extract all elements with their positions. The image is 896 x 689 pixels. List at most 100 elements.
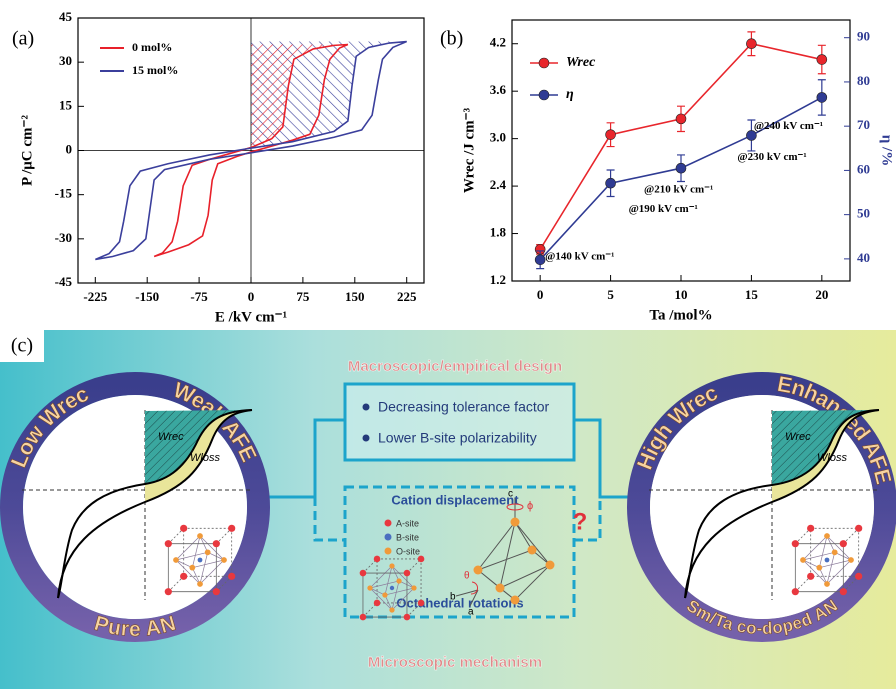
a-site xyxy=(228,572,236,580)
o-site xyxy=(848,557,854,563)
o-site xyxy=(367,585,373,591)
micro-heading: Octahedral rotations xyxy=(396,595,523,610)
octa-edge xyxy=(391,580,400,611)
o-site xyxy=(495,583,505,593)
point xyxy=(605,129,616,140)
panel-label: (b) xyxy=(440,28,463,50)
y-tick-label: 4.2 xyxy=(490,35,506,50)
connector-out xyxy=(574,418,636,499)
octa-edge xyxy=(199,559,225,585)
octa-edge xyxy=(826,552,836,585)
o-site xyxy=(816,564,823,571)
a-site xyxy=(373,599,381,607)
series-line xyxy=(539,42,823,250)
o-site xyxy=(545,560,555,570)
y-tick-label: 3.0 xyxy=(490,130,506,145)
y-tick-label: 1.2 xyxy=(490,272,506,287)
o-site xyxy=(197,533,203,539)
point xyxy=(675,162,687,174)
panel-label-box xyxy=(0,330,44,362)
a-site xyxy=(855,524,863,532)
legend-label: 15 mol% xyxy=(132,63,178,77)
o-site xyxy=(221,557,227,563)
x-tick-label: 150 xyxy=(345,289,365,304)
a-site xyxy=(807,524,815,532)
o-site xyxy=(510,595,520,605)
theta-rotation xyxy=(470,581,478,595)
octa-edge xyxy=(207,552,225,561)
o-site xyxy=(389,563,395,569)
macro-item: Decreasing tolerance factor xyxy=(378,399,550,415)
y2-tick-label: 70 xyxy=(857,117,870,132)
hysteresis-curve xyxy=(684,409,880,599)
annotation: @210 kV cm⁻¹ xyxy=(644,184,713,196)
a-site xyxy=(417,599,425,607)
o-site xyxy=(824,533,830,539)
octa-edge xyxy=(826,535,852,561)
octa-edge xyxy=(192,567,201,585)
y2-tick-label: 90 xyxy=(857,29,870,44)
ring xyxy=(627,372,896,642)
o-site xyxy=(382,592,388,598)
x-tick-label: 5 xyxy=(607,287,614,302)
y-axis-label: P /μC cm⁻² xyxy=(19,115,35,186)
a-site xyxy=(373,555,381,563)
o-site xyxy=(411,585,417,591)
octa-edge xyxy=(199,535,225,561)
o-site xyxy=(173,557,179,563)
x-tick-label: 0 xyxy=(248,289,255,304)
crystal-edge xyxy=(406,558,422,574)
octa-edge xyxy=(802,551,835,561)
octa-edge xyxy=(819,567,828,585)
octa-edge xyxy=(199,535,208,553)
y-tick-label: 45 xyxy=(59,9,73,24)
bullet xyxy=(362,434,370,442)
site-dot xyxy=(384,533,392,541)
x-axis-label: Ta /mol% xyxy=(649,307,712,323)
a-site xyxy=(212,588,220,596)
w-loss-label: Wloss xyxy=(190,452,220,464)
octa-edge xyxy=(391,565,400,582)
macro-box xyxy=(343,382,576,462)
crystal xyxy=(791,524,863,596)
octa-edge xyxy=(369,580,400,589)
y-tick-label: -45 xyxy=(55,274,73,289)
a-site xyxy=(180,524,188,532)
o-site xyxy=(389,607,395,613)
annotation: @190 kV cm⁻¹ xyxy=(629,203,698,215)
point xyxy=(816,92,828,103)
octa-edge xyxy=(369,587,393,611)
hysteresis-curve xyxy=(684,409,880,599)
y-tick-label: 0 xyxy=(66,141,73,156)
y2-tick-label: 40 xyxy=(857,250,870,265)
micro-heading: Cation displacement xyxy=(391,492,519,507)
octa-edge xyxy=(398,580,415,589)
octa-edge xyxy=(192,559,225,569)
a-site xyxy=(839,588,847,596)
o-site xyxy=(396,578,402,584)
x-axis-label: E /kV cm⁻¹ xyxy=(215,309,287,325)
hatched-area xyxy=(251,44,348,148)
o-site xyxy=(831,549,838,556)
site-dot xyxy=(384,547,392,555)
series-line xyxy=(153,43,349,258)
ring xyxy=(0,372,270,642)
a-site xyxy=(164,588,172,596)
w-rec-label: Wrec xyxy=(785,431,811,443)
a-site xyxy=(403,613,411,621)
y-tick-label: 3.6 xyxy=(490,82,507,97)
y-tick-label: 2.4 xyxy=(490,177,507,192)
point xyxy=(746,130,757,141)
micro-title: Microscopic mechanism xyxy=(368,654,542,671)
x-tick-label: 10 xyxy=(675,287,688,302)
octa-edge xyxy=(175,535,201,561)
x-tick-label: 75 xyxy=(296,289,310,304)
crystal-edge xyxy=(362,558,378,574)
axis-label: c xyxy=(508,489,513,500)
connector-macro xyxy=(264,418,345,499)
o-site xyxy=(800,557,806,563)
hysteresis-curve xyxy=(57,409,253,599)
octa-edge xyxy=(369,565,393,589)
